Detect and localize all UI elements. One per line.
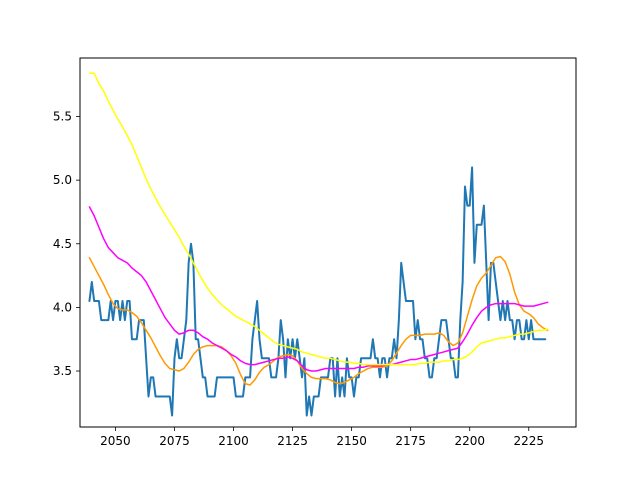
series-line-magenta <box>88 206 549 372</box>
x-tick-label: 2125 <box>277 434 308 448</box>
y-tick-label: 5.0 <box>53 173 72 187</box>
y-tick-label: 3.5 <box>53 364 72 378</box>
series-line-yellow <box>88 72 549 366</box>
y-tick-label: 4.0 <box>53 300 72 314</box>
x-tick-label: 2075 <box>159 434 190 448</box>
x-tick-label: 2150 <box>336 434 367 448</box>
plot-frame <box>79 57 577 428</box>
x-tick-label: 2225 <box>513 434 544 448</box>
x-axis: 2050 2075 2100 2125 2150 2175 2200 2225 <box>100 427 544 448</box>
y-tick-label: 5.5 <box>53 110 72 124</box>
x-tick-label: 2175 <box>395 434 426 448</box>
y-axis: 3.5 4.0 4.5 5.0 5.5 <box>53 110 80 378</box>
y-tick-label: 4.5 <box>53 237 72 251</box>
series-line-orange <box>88 255 549 386</box>
x-tick-label: 2100 <box>218 434 249 448</box>
series-layer <box>88 72 549 417</box>
x-tick-label: 2200 <box>454 434 485 448</box>
series-line-raw <box>88 166 547 417</box>
plot-background <box>80 58 576 427</box>
x-tick-label: 2050 <box>100 434 131 448</box>
